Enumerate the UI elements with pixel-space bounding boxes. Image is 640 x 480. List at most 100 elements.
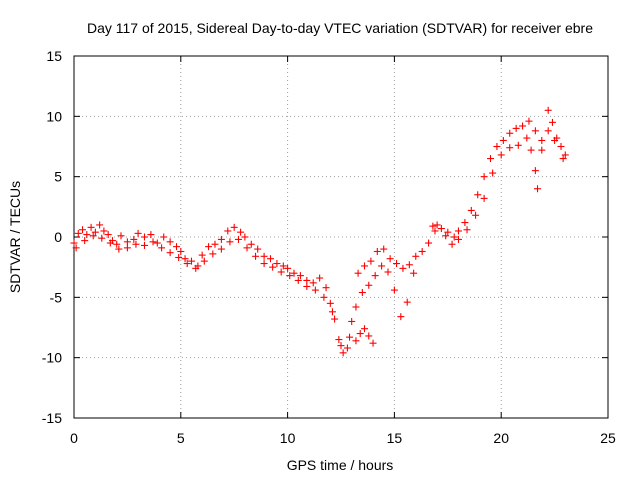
data-point: [166, 238, 174, 246]
data-point: [205, 243, 213, 251]
data-point: [177, 247, 185, 255]
data-point: [390, 286, 398, 294]
data-point: [467, 206, 475, 214]
data-point: [104, 231, 112, 239]
x-tick-labels: 0 5 10 15 20 25: [70, 430, 616, 446]
data-point: [463, 226, 471, 234]
data-point: [132, 240, 140, 248]
data-point: [356, 330, 364, 338]
data-point: [523, 134, 531, 142]
data-point: [243, 244, 251, 252]
data-point: [252, 252, 260, 260]
data-point: [358, 289, 366, 297]
data-point: [538, 146, 546, 154]
data-point: [527, 146, 535, 154]
data-point: [158, 244, 166, 252]
data-point: [386, 255, 394, 263]
data-point: [134, 229, 142, 237]
data-point: [273, 260, 281, 268]
data-point: [538, 136, 546, 144]
y-axis-label: SDTVAR / TECUs: [7, 181, 23, 293]
data-point: [106, 239, 114, 247]
data-point: [442, 232, 450, 240]
data-point: [431, 227, 439, 235]
data-point: [326, 299, 334, 307]
y-tick-label: 15: [46, 48, 62, 64]
data-point: [113, 240, 121, 248]
y-tick-label: -10: [42, 350, 62, 366]
data-point: [290, 269, 298, 277]
data-points: [70, 106, 569, 357]
data-point: [149, 238, 157, 246]
data-point: [365, 281, 373, 289]
y-tick-label: 10: [46, 108, 62, 124]
data-point: [403, 298, 411, 306]
data-point: [410, 269, 418, 277]
data-point: [354, 269, 362, 277]
data-point: [181, 255, 189, 263]
data-point: [437, 225, 445, 233]
data-point: [337, 342, 345, 350]
data-point: [173, 243, 181, 251]
data-point: [187, 257, 195, 265]
data-point: [544, 106, 552, 114]
data-point: [561, 151, 569, 159]
data-point: [70, 239, 78, 247]
chart-title: Day 117 of 2015, Sidereal Day-to-day VTE…: [87, 20, 593, 36]
data-point: [352, 303, 360, 311]
data-point: [489, 169, 497, 177]
data-point: [405, 261, 413, 269]
data-point: [454, 227, 462, 235]
data-point: [211, 240, 219, 248]
data-point: [399, 264, 407, 272]
data-point: [450, 233, 458, 241]
data-point: [343, 344, 351, 352]
data-point: [183, 260, 191, 268]
data-point: [79, 226, 87, 234]
data-point: [472, 211, 480, 219]
data-point: [217, 235, 225, 243]
data-point: [335, 336, 343, 344]
data-point: [81, 237, 89, 245]
data-point: [316, 274, 324, 282]
data-point: [130, 235, 138, 243]
data-point: [83, 231, 91, 239]
data-point: [117, 232, 125, 240]
data-point: [397, 313, 405, 321]
data-point: [506, 144, 514, 152]
data-point: [267, 255, 275, 263]
data-point: [493, 143, 501, 150]
data-point: [480, 173, 488, 181]
data-point: [91, 228, 99, 236]
y-tick-label: 0: [54, 229, 62, 245]
data-point: [237, 228, 245, 236]
data-point: [192, 264, 200, 272]
data-point: [380, 245, 388, 253]
data-point: [303, 276, 311, 284]
data-point: [100, 227, 108, 235]
data-point: [294, 276, 302, 284]
data-point: [429, 222, 437, 230]
data-point: [433, 221, 441, 229]
data-point: [461, 219, 469, 227]
data-point: [241, 233, 249, 241]
data-point: [497, 151, 505, 159]
data-point: [369, 339, 377, 347]
data-point: [454, 235, 462, 243]
data-point: [348, 317, 356, 325]
data-point: [487, 155, 495, 163]
data-point: [74, 229, 82, 237]
data-point: [519, 122, 527, 130]
data-point: [98, 234, 106, 242]
data-point: [279, 262, 287, 270]
x-axis-label: GPS time / hours: [287, 457, 394, 473]
data-point: [418, 247, 426, 255]
data-point: [331, 315, 339, 323]
data-point: [531, 167, 539, 175]
data-point: [559, 155, 567, 163]
data-point: [480, 194, 488, 202]
data-point: [277, 268, 285, 276]
data-point: [448, 240, 456, 248]
data-point: [230, 223, 238, 231]
data-point: [346, 333, 354, 341]
